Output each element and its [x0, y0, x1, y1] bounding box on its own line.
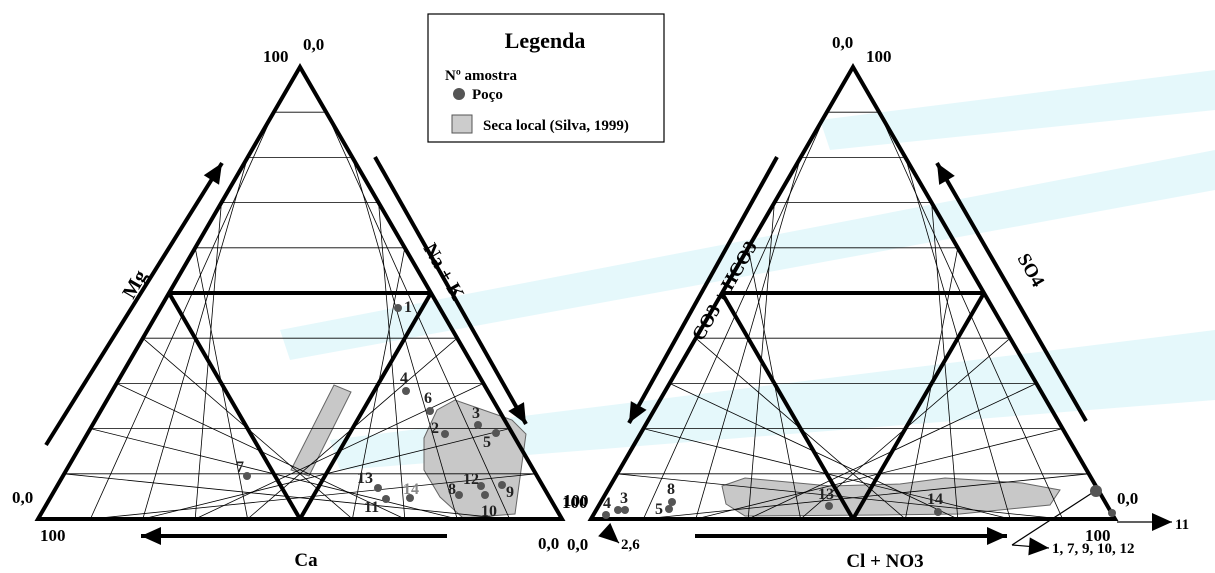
label-top-0: 0,0 — [303, 35, 324, 54]
anion-samples: 4 3 85 13 14 — [602, 481, 1116, 519]
sample-label-4: 4 — [400, 370, 408, 387]
anion-bold-right — [851, 291, 986, 521]
watermark-background — [280, 70, 1215, 470]
sample-label-5: 5 — [483, 434, 491, 451]
legend-sample-label: Nº amostra — [445, 68, 518, 84]
sample-label-3: 3 — [472, 405, 480, 422]
legend-area-swatch — [451, 114, 473, 134]
sample-label-1: 1 — [404, 299, 412, 316]
pointer-group-line — [1011, 492, 1093, 546]
sample-label-3: 3 — [620, 490, 628, 507]
label-right-100-right: 100 — [1085, 526, 1111, 545]
label-top-100: 100 — [263, 47, 289, 66]
sample-label-14: 14 — [927, 491, 943, 508]
legend-well-marker — [453, 88, 465, 100]
sample-point-4 — [402, 387, 410, 395]
pointer-group-head — [1028, 537, 1049, 556]
sample-label-2: 2 — [431, 420, 439, 437]
axis-so4: SO4 — [1013, 250, 1049, 291]
arrow-mg-head — [203, 163, 222, 185]
sample-point-12 — [477, 482, 485, 490]
legend-area-label: Seca local (Silva, 1999) — [483, 118, 629, 134]
label-left-0-right: 0,0 — [567, 535, 588, 554]
arrow-so4-head — [937, 163, 955, 185]
sample-point-5 — [492, 429, 500, 437]
label-left-100: 100 — [40, 526, 66, 545]
arrow-ca-head — [141, 527, 161, 545]
watermark-band-3 — [820, 70, 1215, 150]
axis-ca: Ca — [294, 550, 318, 571]
sample-point-11 — [382, 495, 390, 503]
sample-point-2-6 — [614, 506, 622, 514]
legend: Legenda Nº amostra Poço Seca local (Silv… — [427, 13, 665, 143]
sample-label-11: 11 — [364, 499, 379, 516]
sample-point-7 — [243, 472, 251, 480]
arrow-co3-hco3-head — [629, 401, 647, 423]
pointer-2-6-head — [598, 522, 619, 543]
label-right-0-right: 0,0 — [1117, 489, 1138, 508]
sample-label-7: 7 — [236, 459, 244, 476]
label-top-100-right: 100 — [866, 47, 892, 66]
sample-point-8 — [455, 491, 463, 499]
dry-area-anion — [721, 477, 1061, 517]
arrow-na-k-head — [508, 402, 526, 424]
sample-point-4 — [602, 511, 610, 519]
pointer-11-head — [1152, 513, 1172, 531]
sample-label-9: 9 — [506, 484, 514, 501]
sample-point-10 — [481, 491, 489, 499]
note-group: 1, 7, 9, 10, 12 — [1052, 541, 1135, 557]
sample-label-13: 13 — [357, 470, 373, 487]
arrow-cl-no3-head — [987, 527, 1007, 545]
sample-point-13 — [825, 502, 833, 510]
sample-label-12: 12 — [463, 471, 479, 488]
legend-well-label: Poço — [472, 87, 503, 103]
axis-arrows — [44, 156, 1172, 556]
anion-bold-left — [720, 291, 855, 521]
sample-point-14 — [934, 508, 942, 516]
sample-label-6: 6 — [424, 390, 432, 407]
sample-point-2 — [441, 430, 449, 438]
label-top-0-right: 0,0 — [832, 33, 853, 52]
watermark-band-2 — [330, 330, 1215, 470]
label-left-0: 0,0 — [12, 488, 33, 507]
arrow-co3-hco3-shaft — [627, 156, 779, 424]
watermark-band-1 — [280, 150, 1215, 360]
sample-label-5: 5 — [655, 501, 663, 518]
arrow-na-k-shaft — [373, 156, 528, 425]
sample-point-6 — [426, 407, 434, 415]
sample-point-11 — [1108, 509, 1116, 517]
sample-point-cluster — [1090, 485, 1102, 497]
sample-label-4: 4 — [603, 495, 611, 512]
axis-cl-no3: Cl + NO3 — [846, 551, 923, 572]
anion-triangle — [587, 63, 1119, 521]
legend-title: Legenda — [505, 28, 586, 53]
axis-so4-text: SO4 — [1013, 250, 1049, 291]
cation-bold-left — [167, 291, 302, 521]
sample-point-13 — [374, 484, 382, 492]
arrow-so4-shaft — [935, 161, 1088, 423]
sample-point-9 — [498, 481, 506, 489]
arrow-mg-shaft — [44, 161, 224, 447]
sample-label-8: 8 — [448, 481, 456, 498]
cation-bold-right — [298, 291, 433, 521]
sample-point-5 — [665, 505, 673, 513]
label-right-0: 0,0 — [538, 534, 559, 553]
sample-label-14: 14 — [403, 481, 419, 498]
note-11: 11 — [1175, 517, 1189, 533]
label-left-100-right: 100 — [562, 493, 588, 512]
sample-point-1 — [394, 304, 402, 312]
sample-point-8 — [668, 498, 676, 506]
sample-point-3 — [474, 421, 482, 429]
sample-label-8: 8 — [667, 481, 675, 498]
sample-label-10: 10 — [481, 503, 497, 520]
label-right-100: 100 — [563, 491, 589, 510]
sample-point-3 — [621, 506, 629, 514]
note-2-6: 2,6 — [621, 537, 640, 553]
sample-point-14 — [406, 494, 414, 502]
sample-label-13: 13 — [818, 486, 834, 503]
